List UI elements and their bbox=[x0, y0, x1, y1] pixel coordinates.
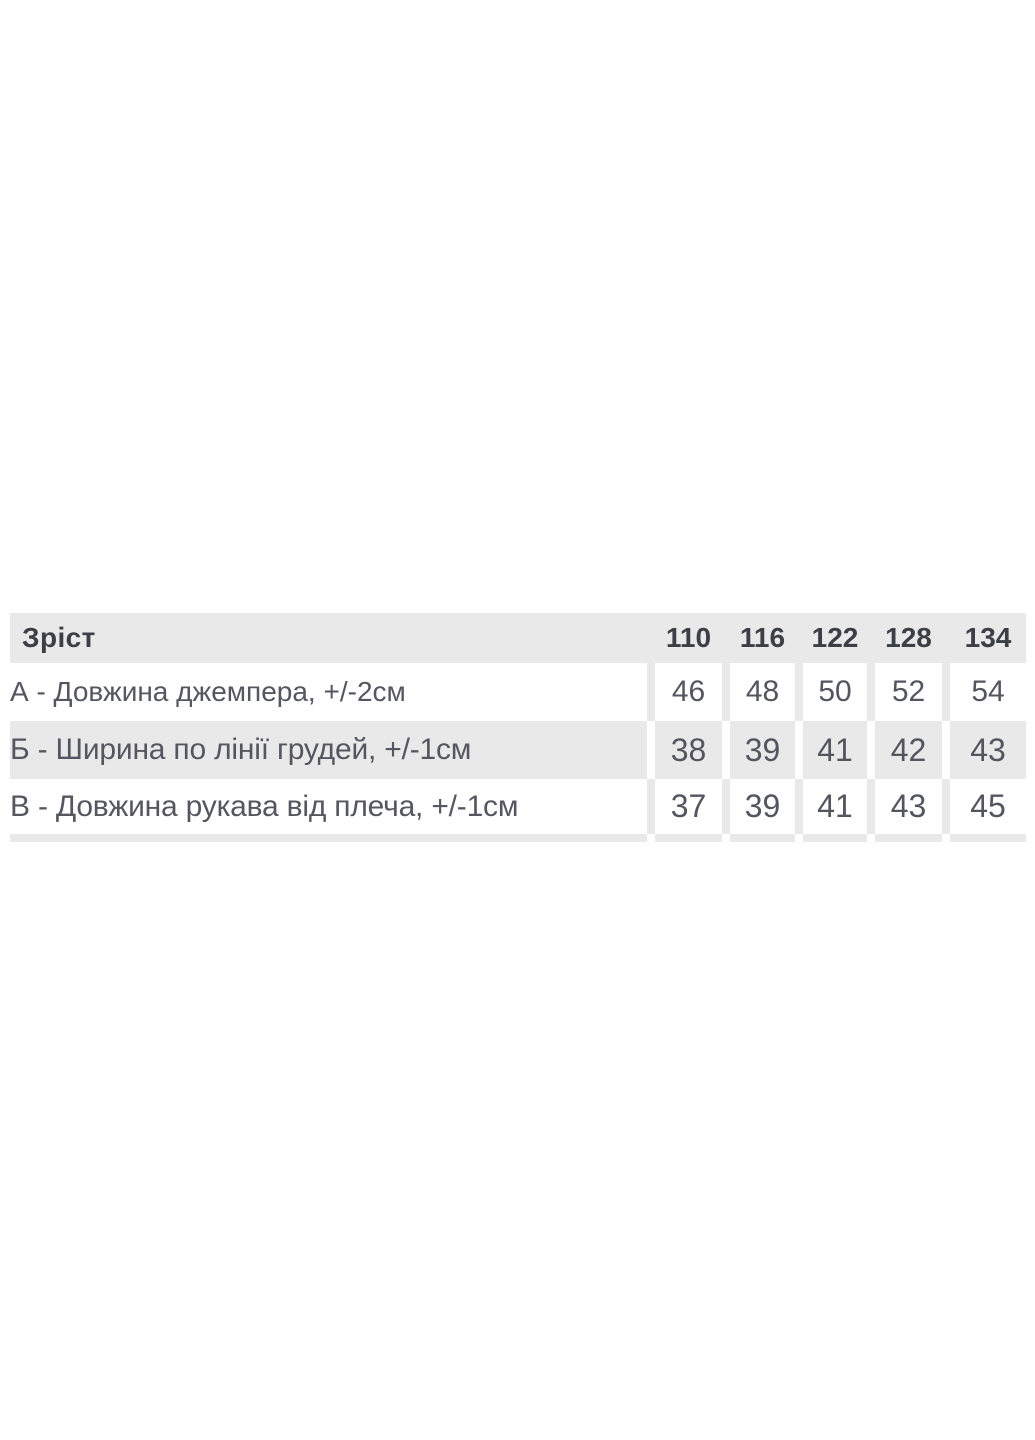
size-table-header-row: Зріст 110 116 122 128 134 bbox=[10, 613, 1026, 663]
row-b-label: Б - Ширина по лінії грудей, +/-1см bbox=[10, 721, 647, 779]
header-size-116: 116 bbox=[722, 613, 795, 663]
header-size-110: 110 bbox=[647, 613, 722, 663]
row-a-label: А - Довжина джемпера, +/-2см bbox=[10, 663, 647, 721]
cropped-strip-cell bbox=[722, 834, 795, 842]
row-a-value-122: 50 bbox=[795, 663, 867, 721]
row-b-value-110: 38 bbox=[647, 721, 722, 779]
row-v-value-122: 41 bbox=[795, 779, 867, 834]
table-row-b: Б - Ширина по лінії грудей, +/-1см 38 39… bbox=[10, 721, 1026, 779]
row-a-value-128: 52 bbox=[867, 663, 942, 721]
table-row-cropped-strip bbox=[10, 834, 1026, 842]
table-row-v: В - Довжина рукава від плеча, +/-1см 37 … bbox=[10, 779, 1026, 834]
row-b-value-122: 41 bbox=[795, 721, 867, 779]
header-size-122: 122 bbox=[795, 613, 867, 663]
header-size-134: 134 bbox=[942, 613, 1026, 663]
cropped-strip-cell bbox=[647, 834, 722, 842]
table-row-a: А - Довжина джемпера, +/-2см 46 48 50 52… bbox=[10, 663, 1026, 721]
row-b-value-134: 43 bbox=[942, 721, 1026, 779]
cropped-strip-cell bbox=[795, 834, 867, 842]
cropped-strip-cell bbox=[10, 834, 647, 842]
row-v-value-128: 43 bbox=[867, 779, 942, 834]
row-a-value-116: 48 bbox=[722, 663, 795, 721]
row-a-value-110: 46 bbox=[647, 663, 722, 721]
row-v-value-134: 45 bbox=[942, 779, 1026, 834]
header-size-128: 128 bbox=[867, 613, 942, 663]
row-v-label: В - Довжина рукава від плеча, +/-1см bbox=[10, 779, 647, 834]
row-a-value-134: 54 bbox=[942, 663, 1026, 721]
row-b-value-128: 42 bbox=[867, 721, 942, 779]
header-label-zrist: Зріст bbox=[10, 613, 647, 663]
cropped-strip-cell bbox=[942, 834, 1026, 842]
cropped-strip-cell bbox=[867, 834, 942, 842]
row-b-value-116: 39 bbox=[722, 721, 795, 779]
size-chart-table: Зріст 110 116 122 128 134 А - Довжина дж… bbox=[10, 613, 1026, 842]
row-v-value-110: 37 bbox=[647, 779, 722, 834]
row-v-value-116: 39 bbox=[722, 779, 795, 834]
